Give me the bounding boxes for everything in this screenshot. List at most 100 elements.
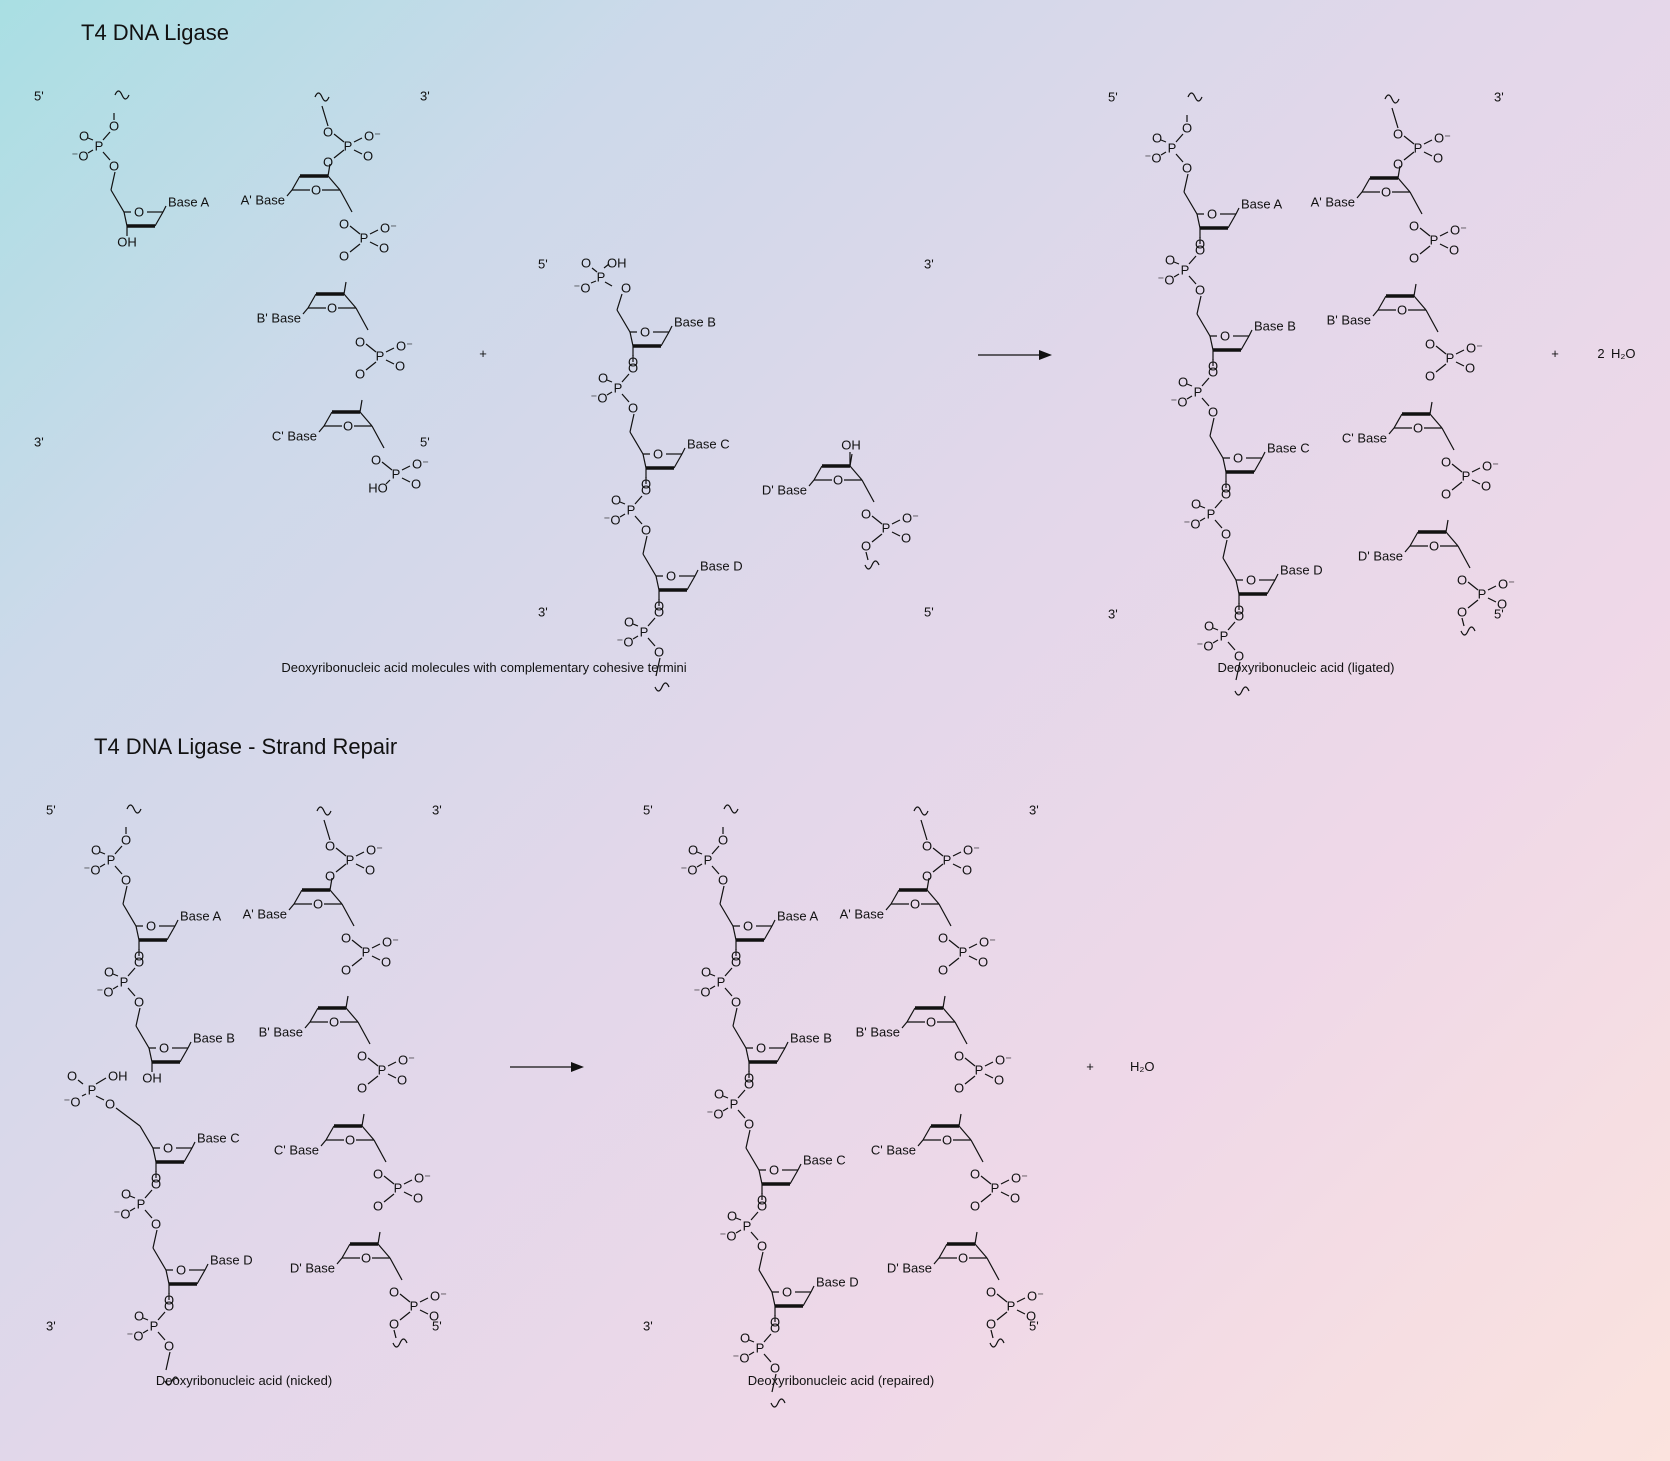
reactant-1-left-nt1-sugar-c5-bond (110, 189, 131, 213)
reactant-1-right-nt1-top-phosphate-o-minus: O⁻ (364, 129, 381, 144)
reactant-2-left-bond (616, 293, 623, 311)
nicked-dna-left-nt4-sugar-ring-bond (165, 1269, 170, 1285)
product-1-right-nt2-phosphate-bond (1435, 345, 1447, 355)
reactant-2-right-phosphate-bond (891, 531, 901, 537)
product-1-five-prime-top: 5' (1108, 90, 1118, 105)
repaired-dna-right-nt1-phosphate-p: P (959, 945, 968, 960)
reactant-1-left-nt1-phosphate-p: P (95, 139, 104, 154)
reactant-1-left-nt1-phosphate-o: O (109, 119, 119, 134)
product-1-left-nt3-sugar-base-label: Base C (1267, 441, 1310, 456)
product-1-right-nt1-phosphate-p: P (1430, 233, 1439, 248)
nicked-dna-right-nt1-phosphate-o5: O (341, 931, 351, 946)
repaired-dna-right-nt2-sugar-c5-bond (954, 1021, 968, 1045)
reactant-1-right-nt1-top-phosphate-o5: O (323, 125, 333, 140)
repaired-dna-left-terminal-phosphate-o5: O (770, 1361, 780, 1376)
product-1-right-nt1-sugar-ring-bond (1361, 177, 1371, 193)
repaired-dna-right-nt1-top-phosphate-wavy-icon (913, 806, 929, 816)
repaired-dna-left-nt3-phosphate-o-double: O (714, 1087, 724, 1102)
product-1-right-nt1-top-phosphate-bond (1403, 151, 1415, 161)
nicked-dna-left-nick-oh: OH (108, 1069, 128, 1084)
reactant-1-right-nt2-sugar-o3-bond (343, 281, 347, 295)
water-product-repair: H₂O (1130, 1059, 1155, 1074)
nicked-dna-right-nt1-sugar-ring-oxygen: O (313, 897, 323, 912)
product-1-right-nt3-sugar-base-bond (1388, 427, 1395, 435)
nicked-dna-left-terminal-phosphate-o-double: O (134, 1309, 144, 1324)
product-1-left-nt2-phosphate-o-double: O (1165, 253, 1175, 268)
nicked-dna-right-nt1-top-phosphate-bond (355, 851, 365, 857)
reactant-2-left-nt2-phosphate-c5-link (629, 413, 635, 433)
nicked-dna-right-nt2-sugar-ring-oxygen: O (329, 1015, 339, 1030)
repaired-dna-left-nt3-phosphate-o: O (744, 1077, 754, 1092)
repaired-dna-right-nt4-phosphate-o-minus: O⁻ (1027, 1289, 1044, 1304)
nicked-dna-left-nt1-phosphate-wavy-icon (126, 804, 142, 814)
repaired-dna-right-nt2-phosphate-o-minus: O⁻ (995, 1053, 1012, 1068)
reactant-2-left-terminal-phosphate-c5-link (655, 657, 661, 677)
reactant-1-right-nt3-phosphate-o-minus: O⁻ (412, 457, 429, 472)
product-1-left-nt3-sugar-ring-bond (1253, 457, 1263, 473)
nicked-dna-right-nt2-phosphate-o-minus: O⁻ (398, 1053, 415, 1068)
nicked-dna-right-nt4-phosphate-p: P (410, 1299, 419, 1314)
reactant-2-right-phosphate-bond (865, 551, 869, 561)
nicked-dna-right-nt4-sugar-base-label: D' Base (290, 1261, 335, 1276)
product-1-left-nt4-phosphate-bond (1199, 505, 1206, 509)
product-1-right-nt2-phosphate-o3: O (1425, 369, 1435, 384)
product-1-left-terminal-phosphate-o5: O (1234, 649, 1244, 664)
repaired-dna-right-nt1-top-phosphate-bond (952, 863, 962, 869)
reactant-2-five-prime-top: 5' (538, 257, 548, 272)
product-1-right-nt4-phosphate-bond (1467, 599, 1479, 609)
nicked-dna-right-nt1-top-phosphate-o-minus: O⁻ (366, 843, 383, 858)
section-1-title: T4 DNA Ligase (81, 20, 229, 45)
repaired-dna-right-nt4-phosphate-bond (996, 1311, 1008, 1321)
nicked-dna-right-nt1-sugar-ring-bond (329, 889, 343, 905)
reactant-1-right-nt1-top-phosphate-p: P (344, 139, 353, 154)
reactant-2-right-phosphate-bond (871, 533, 883, 543)
reactant-2-left-terminal-phosphate-bond (647, 637, 656, 647)
nicked-dna-left-nick-p: P (88, 1083, 97, 1098)
product-1-right-nt1-sugar-c5-bond (1409, 191, 1423, 215)
repaired-dna-right-nt1-sugar-o3-bond (926, 877, 930, 891)
nicked-dna-left-nt4-sugar-base-label: Base D (210, 1253, 253, 1268)
nicked-dna-right-nt1-top-phosphate-p: P (346, 853, 355, 868)
product-1-left-nt2-phosphate-o-minus: ⁻O (1158, 273, 1175, 288)
reactant-2-left-nt3-phosphate-c5-link (642, 535, 648, 555)
reactant-2-left-nt3-phosphate-bond (619, 501, 626, 505)
nicked-dna-left-nt4-sugar-base-bond (204, 1263, 209, 1271)
nicked-dna-right-nt2-phosphate-o5: O (357, 1049, 367, 1064)
product-1-left-nt2-phosphate-o5: O (1195, 283, 1205, 298)
nicked-dna-right-nt3-sugar-ring-oxygen: O (345, 1133, 355, 1148)
product-1-right-nt3-sugar-ring-bond (1393, 413, 1403, 429)
reactant-1-right-nt2-sugar-ring-bond (307, 293, 317, 309)
nicked-dna-right-nt1-sugar-base-bond (288, 903, 295, 911)
plus-sign-repair: + (1086, 1059, 1094, 1074)
reactant-1-five-prime-top: 5' (34, 89, 44, 104)
reactant-2-left-nt1-sugar-base-bond (668, 325, 673, 333)
nicked-dna-left-nt3-sugar-base-bond (191, 1141, 196, 1149)
repaired-dna-right-nt1-sugar-base-bond (885, 903, 892, 911)
nicked-dna-left-nt4-phosphate-bond (129, 1207, 136, 1212)
repaired-dna-left-terminal-phosphate-o-minus: ⁻O (733, 1351, 750, 1366)
repaired-dna-left-nt1-sugar-base-bond (771, 919, 776, 927)
reactant-2-left-nt3-phosphate-o5: O (641, 523, 651, 538)
nicked-dna-left-nt2-sugar-c5-bond (135, 1025, 156, 1049)
nicked-dna-right-nt2-sugar-base-label: B' Base (259, 1025, 303, 1040)
product-1-right-nt1-phosphate-bond (1439, 231, 1449, 237)
repaired-dna-right-nt2-phosphate-bond (964, 1057, 976, 1067)
nicked-dna-left-nt3-sugar-ring-bond (183, 1147, 193, 1163)
product-1-left-nt2-sugar-base-label: Base B (1254, 319, 1296, 334)
nicked-dna-left-nt2-sugar-ring-bond (179, 1047, 189, 1063)
reactant-2-right-nt1-sugar-ring-oxygen: O (833, 473, 843, 488)
product-1-right-nt1-phosphate-o3: O (1409, 251, 1419, 266)
reactant-1-right-nt1-phosphate-bond (369, 241, 379, 247)
nicked-dna-left-nt1-phosphate-o-minus: ⁻O (84, 863, 101, 878)
repaired-dna-left-nt1-phosphate-bond (696, 851, 703, 855)
nicked-dna-left-nt3-sugar-ring-bond (152, 1147, 157, 1163)
reactant-1-left-nt1-phosphate-bond (102, 131, 111, 141)
product-1-right-nt3-phosphate-p: P (1462, 469, 1471, 484)
repaired-dna-left-nt4-phosphate-o: O (757, 1199, 767, 1214)
reactant-1-right-nt2-phosphate-bond (365, 343, 377, 353)
nicked-dna-right-nt1-top-phosphate-bond (335, 847, 347, 857)
nicked-dna-right-nt4-sugar-ring-oxygen: O (361, 1251, 371, 1266)
repair-arrow-head (571, 1062, 584, 1072)
repaired-dna-left-nt1-phosphate-p: P (704, 853, 713, 868)
